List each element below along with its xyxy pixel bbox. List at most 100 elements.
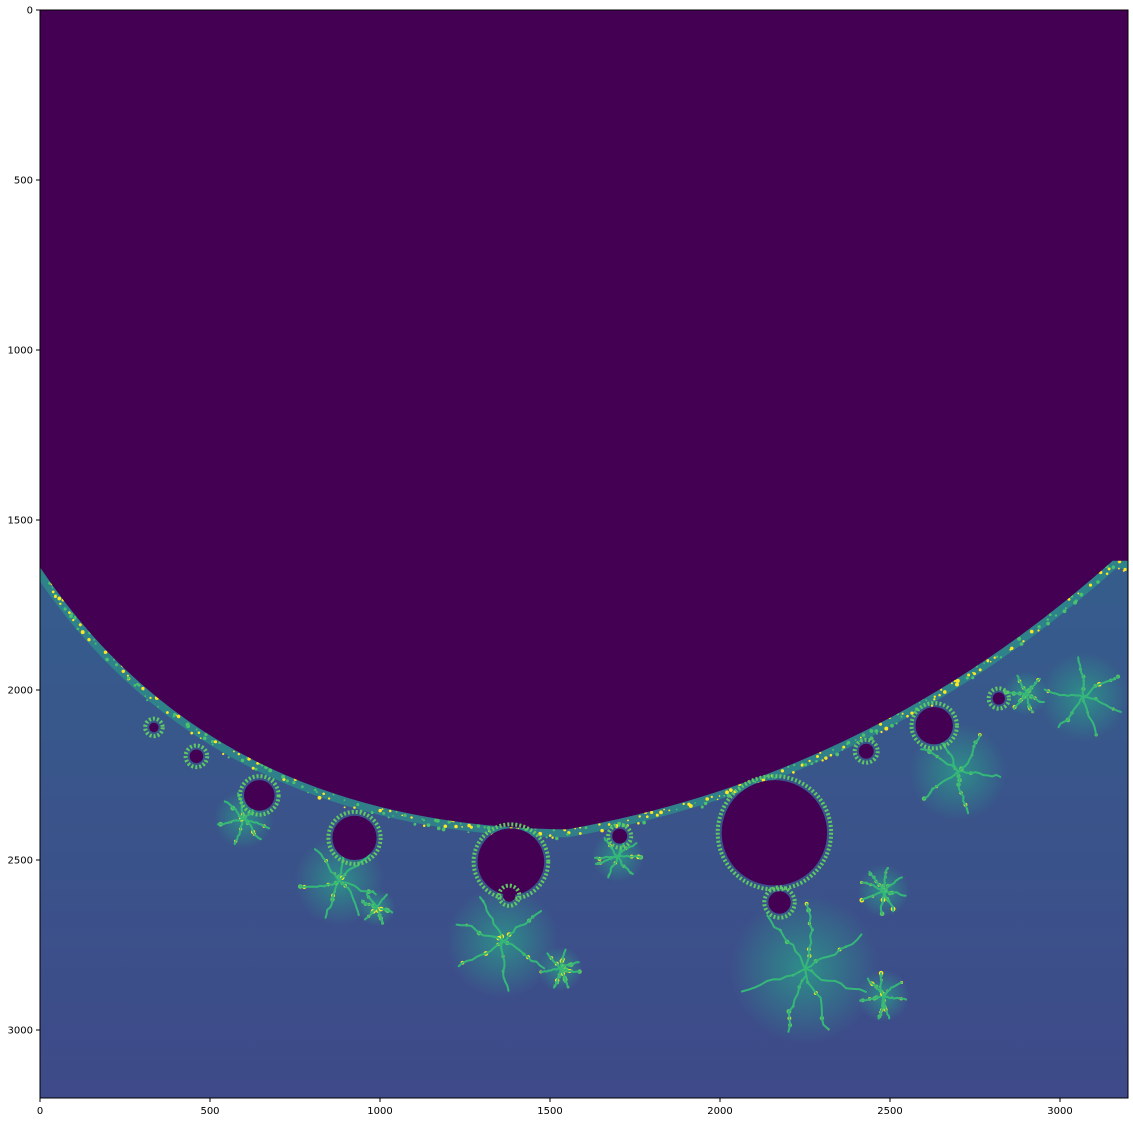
filament-arm [1025,692,1045,703]
fringe-dot [978,668,982,672]
fringe-dot [861,733,866,737]
fringe-dot [172,715,175,718]
filament-arm [479,896,504,943]
fringe-dot [824,756,828,760]
fringe-dot [292,781,296,785]
fringe-dot [113,658,115,661]
fringe-dot [780,769,785,773]
fringe-dot [821,759,824,762]
fringe-dot [555,836,559,841]
fringe-dot [177,715,180,718]
y-tick-label: 1500 [8,516,33,527]
x-axis: 0 500 1000 1500 2000 2500 3000 [37,1098,1073,1117]
bulb-rim [143,716,165,739]
fringe-dot [637,822,640,825]
filament-arm [957,733,981,773]
y-axis: 0 500 1000 1500 2000 2500 3000 [8,6,40,1037]
fringe-dot [700,805,704,809]
fringe-dot [971,676,975,680]
y-tick-label: 3000 [8,1026,33,1037]
filament-arm [882,889,907,897]
fringe-dot [260,763,264,767]
fringe-dot [317,795,322,800]
filament-arm [313,848,341,882]
fringe-dot [835,752,840,757]
y-tick-label: 2000 [8,686,33,697]
filament-arm [338,879,360,916]
fringe-dot [649,810,654,815]
filament-arm [324,879,341,919]
fringe-dot [133,684,137,687]
fringe-dot [955,682,959,687]
fringe-dot [774,777,776,779]
fringe-dot [165,711,169,714]
fringe-dot [925,699,928,702]
bulb [721,780,828,886]
main-cardioid [40,10,1128,830]
filament-arm [499,940,510,992]
bulb-rim [471,822,551,902]
fringe-dot [332,793,335,796]
fringe-dot [353,806,356,809]
filament-cluster [740,901,867,1033]
fringe-dot [1088,583,1093,587]
filament-arm [787,967,808,1033]
filament-arm [957,770,1002,778]
fringe-dot [447,820,451,824]
fringe-dot [190,731,194,735]
bulb [915,707,953,745]
fringe-dot [434,818,438,823]
filament-arm [1025,692,1034,713]
fringe-dot [204,732,208,737]
fringe-dot [436,826,441,831]
fringe-dot [955,678,960,683]
filament-arm [804,967,830,1031]
filament-arm [375,906,384,925]
filament-arm [457,940,504,968]
filament-cluster [455,896,546,992]
filament-arm [860,889,885,902]
fringe-dot [551,836,554,839]
filament-arm [879,889,885,915]
x-tick-label: 1000 [367,1106,392,1117]
filament-arm [216,818,245,826]
bulb [189,749,204,764]
filament-arm [882,867,889,892]
fringe-dot [859,736,862,739]
filament-cluster [920,732,1002,815]
bulb-rim [606,822,634,850]
fringe-dot [1019,642,1024,646]
fringe-dot [144,695,147,697]
bulb-rim [326,809,383,867]
fringe-dot [1096,580,1100,584]
filament-arm [879,972,885,997]
fringe-dot [718,795,721,797]
fringe-dot [1017,636,1022,641]
fringe-dot [659,810,663,815]
fringe-dot [469,825,473,829]
fringe-dot [422,819,426,822]
fringe-dot [716,798,719,801]
bulb-rim [237,774,281,817]
filament-arm [804,902,814,970]
fringe-dot [598,823,601,826]
fringe-dot [93,639,95,641]
fringe-dot [1062,609,1067,614]
fringe-dot [972,671,974,674]
fringe-dot [1117,567,1120,570]
fringe-dot [842,745,846,749]
fringe-dot [566,832,569,836]
plot-area [40,10,1128,1098]
fringe-dot [421,818,424,820]
filament-arm [546,952,562,970]
filament-arm [740,967,806,993]
bulb [332,815,377,861]
fringe-dot [890,723,894,728]
fringe-dot [211,743,214,746]
fringe-dot [810,762,814,766]
bulb-rim [909,701,959,751]
fringe-dot [378,808,382,813]
x-tick-label: 2000 [707,1106,732,1117]
fringe-dot [1022,640,1025,643]
